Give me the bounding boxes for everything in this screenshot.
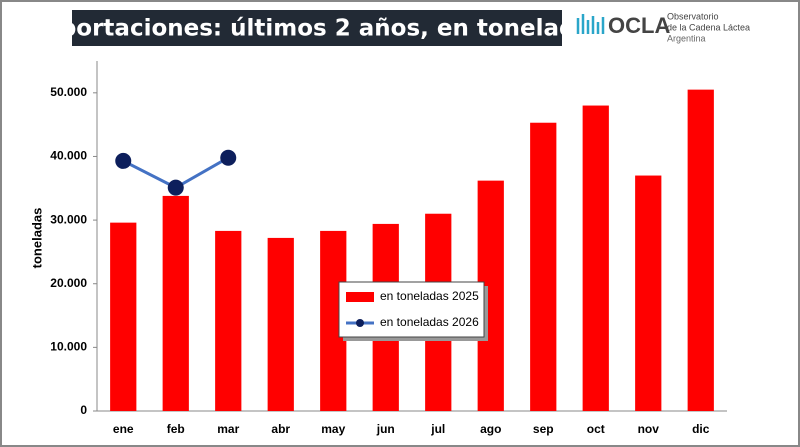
x-tick-label: dic [692, 422, 710, 436]
x-tick-label: jun [376, 422, 395, 436]
bar [635, 175, 662, 411]
logo: OCLA Observatorio de la Cadena Láctea Ar… [576, 11, 750, 43]
x-tick-label: ago [480, 422, 501, 436]
y-tick-label: 0 [80, 403, 87, 417]
bar [687, 89, 714, 412]
marker [115, 152, 132, 169]
y-tick-label: 30.000 [50, 212, 87, 226]
legend-swatch [356, 319, 364, 327]
bar [215, 230, 242, 411]
legend: en toneladas 2025 en toneladas 2026 [338, 281, 488, 341]
marker [220, 149, 237, 166]
logo-name: OCLA [608, 13, 670, 38]
y-tick-label: 10.000 [50, 340, 87, 354]
y-tick-label: 20.000 [50, 276, 87, 290]
bar [110, 222, 137, 411]
bar [162, 195, 189, 411]
y-tick-label: 40.000 [50, 149, 87, 163]
chart-title: Exportaciones: últimos 2 años, en tonela… [29, 16, 604, 42]
x-tick-label: ene [113, 422, 134, 436]
legend-label: en toneladas 2025 [380, 289, 479, 303]
x-tick-label: may [321, 422, 345, 436]
logo-text: de la Cadena Láctea [667, 22, 750, 32]
y-axis-label: toneladas [29, 208, 44, 269]
y-tick-label: 50.000 [50, 85, 87, 99]
x-tick-label: nov [638, 422, 660, 436]
x-tick-label: sep [533, 422, 554, 436]
logo-icon [576, 14, 605, 34]
bar [582, 105, 609, 411]
legend-swatch [346, 292, 374, 302]
x-tick-label: mar [217, 422, 239, 436]
logo-text: Observatorio [667, 11, 719, 21]
legend-box [338, 281, 485, 338]
legend-label: en toneladas 2026 [380, 315, 479, 329]
bar [267, 237, 294, 411]
marker [167, 179, 184, 196]
x-tick-label: oct [587, 422, 605, 436]
logo-text: Argentina [667, 33, 706, 43]
x-tick-label: feb [167, 422, 185, 436]
title-box [72, 10, 562, 46]
x-tick-label: jul [430, 422, 445, 436]
x-tick-label: abr [271, 422, 290, 436]
bar [530, 122, 557, 412]
